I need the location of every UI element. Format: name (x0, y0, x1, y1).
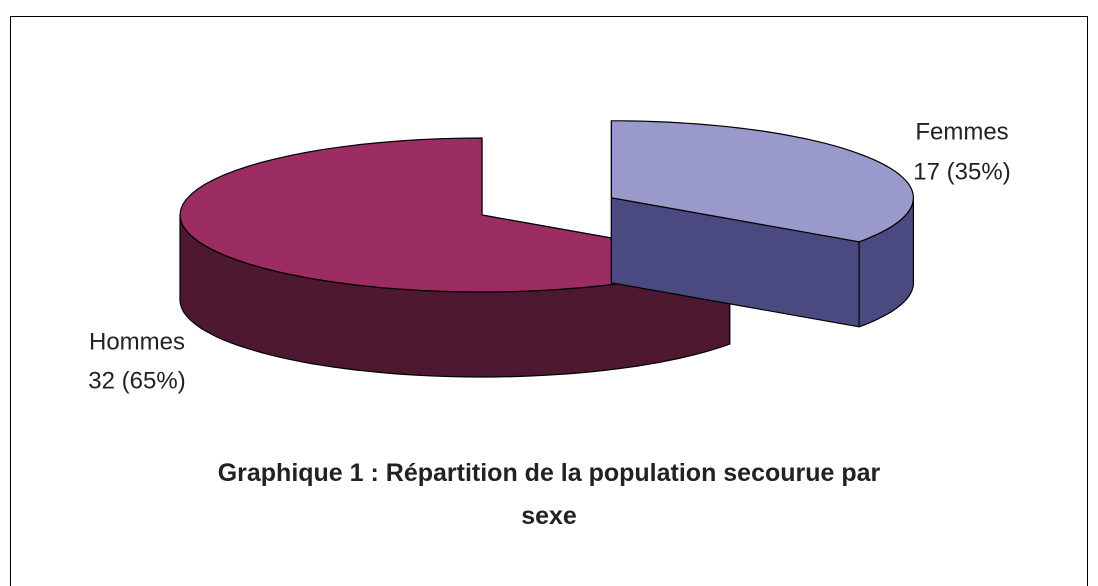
value-label: 17 (35%) (913, 158, 1010, 185)
slice (179, 137, 731, 293)
slice-label: Femmes (915, 118, 1008, 145)
chart-title: Graphique 1 : Répartition de la populati… (217, 459, 881, 530)
slice-label: Hommes (89, 328, 185, 355)
chart-frame (10, 16, 1088, 586)
slice (610, 120, 914, 243)
value-label: 32 (65%) (88, 367, 185, 394)
